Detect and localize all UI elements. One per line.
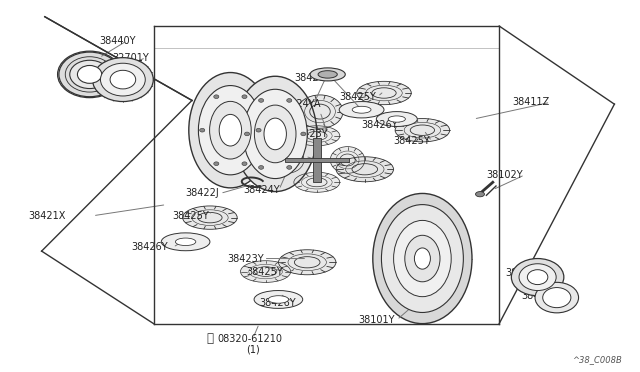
Bar — [285, 158, 349, 162]
Text: 38423Y: 38423Y — [291, 129, 328, 139]
Ellipse shape — [287, 99, 292, 102]
Text: ^38_C008B: ^38_C008B — [572, 355, 622, 364]
Ellipse shape — [268, 296, 289, 303]
Ellipse shape — [77, 65, 102, 83]
Ellipse shape — [527, 270, 548, 285]
Text: 38426Y: 38426Y — [131, 243, 168, 252]
Ellipse shape — [198, 86, 262, 175]
Ellipse shape — [234, 76, 317, 192]
Ellipse shape — [372, 193, 472, 324]
Ellipse shape — [394, 118, 451, 142]
Ellipse shape — [278, 249, 337, 275]
Ellipse shape — [100, 63, 145, 96]
Text: Ⓢ: Ⓢ — [207, 332, 213, 345]
Ellipse shape — [72, 61, 108, 87]
Ellipse shape — [259, 99, 264, 102]
Ellipse shape — [214, 95, 219, 99]
Text: 38426Y: 38426Y — [362, 120, 398, 129]
Ellipse shape — [376, 112, 417, 126]
Bar — [313, 138, 321, 182]
Ellipse shape — [161, 233, 210, 251]
Ellipse shape — [240, 260, 291, 283]
Text: 38425Y: 38425Y — [394, 137, 430, 146]
Ellipse shape — [269, 146, 305, 174]
Ellipse shape — [296, 94, 344, 129]
Ellipse shape — [243, 89, 307, 179]
Ellipse shape — [182, 206, 238, 230]
Ellipse shape — [242, 95, 247, 99]
Text: 38421X: 38421X — [29, 211, 66, 221]
Ellipse shape — [256, 128, 261, 132]
Ellipse shape — [59, 52, 120, 97]
Ellipse shape — [356, 81, 412, 105]
Ellipse shape — [388, 116, 405, 122]
Ellipse shape — [394, 220, 451, 297]
Ellipse shape — [293, 172, 340, 193]
Text: 38440Y: 38440Y — [99, 36, 136, 46]
Text: 38425Y: 38425Y — [173, 211, 209, 221]
Text: 38423Y: 38423Y — [227, 254, 264, 263]
Ellipse shape — [242, 162, 247, 166]
Text: 38101Y: 38101Y — [358, 315, 395, 325]
Text: 38426Y: 38426Y — [259, 298, 296, 308]
Text: 38422J: 38422J — [186, 189, 220, 198]
Ellipse shape — [200, 128, 205, 132]
Ellipse shape — [511, 259, 564, 296]
Ellipse shape — [335, 156, 394, 182]
Ellipse shape — [330, 146, 365, 174]
Text: 38440YA: 38440YA — [506, 269, 548, 278]
Ellipse shape — [310, 68, 346, 81]
Text: 38424YA: 38424YA — [278, 99, 321, 109]
Ellipse shape — [535, 282, 579, 313]
Ellipse shape — [287, 166, 292, 169]
Text: 38425Y: 38425Y — [339, 92, 376, 102]
Ellipse shape — [110, 70, 136, 89]
Ellipse shape — [415, 248, 431, 269]
Ellipse shape — [219, 114, 241, 146]
Ellipse shape — [92, 58, 154, 102]
Text: 38411Z: 38411Z — [512, 97, 549, 107]
Ellipse shape — [254, 291, 303, 308]
Text: 38453Y: 38453Y — [522, 291, 558, 301]
Text: (1): (1) — [246, 345, 260, 355]
Ellipse shape — [352, 106, 371, 113]
Text: 32701Y: 32701Y — [112, 53, 148, 62]
Ellipse shape — [264, 118, 287, 150]
Text: 08320-61210: 08320-61210 — [218, 334, 283, 343]
Ellipse shape — [519, 264, 556, 291]
Ellipse shape — [214, 162, 219, 166]
Text: 38427Y: 38427Y — [269, 151, 305, 161]
Ellipse shape — [70, 60, 109, 89]
Ellipse shape — [209, 101, 251, 159]
Ellipse shape — [244, 132, 250, 136]
Text: 38102Y: 38102Y — [486, 170, 523, 180]
Ellipse shape — [381, 205, 463, 312]
Ellipse shape — [293, 125, 340, 146]
Circle shape — [476, 192, 484, 197]
Ellipse shape — [543, 288, 571, 308]
Text: 38426Y: 38426Y — [294, 73, 331, 83]
Ellipse shape — [318, 71, 337, 78]
Text: 38424Y: 38424Y — [243, 185, 280, 195]
Ellipse shape — [254, 105, 296, 163]
Ellipse shape — [339, 102, 384, 118]
Ellipse shape — [175, 238, 196, 246]
Text: 38425Y: 38425Y — [246, 267, 283, 276]
Ellipse shape — [259, 166, 264, 169]
Ellipse shape — [301, 132, 306, 136]
Ellipse shape — [189, 73, 272, 188]
Ellipse shape — [405, 235, 440, 282]
